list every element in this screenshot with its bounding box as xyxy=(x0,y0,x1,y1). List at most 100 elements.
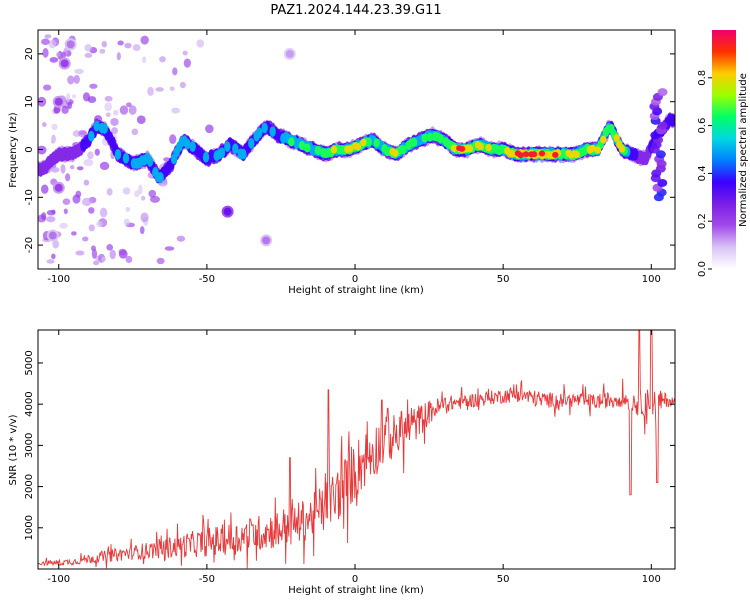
spectrogram-ridge xyxy=(224,141,231,152)
spectrogram-noise xyxy=(59,222,68,229)
spectrogram-ridge xyxy=(618,145,626,153)
spectrogram-blob xyxy=(223,207,232,216)
spectrogram-noise xyxy=(147,86,154,96)
spectrogram-noise xyxy=(159,56,166,63)
spectrogram-noise xyxy=(96,221,103,228)
spectrogram-xlabel: Height of straight line (km) xyxy=(288,285,424,296)
spectrogram-noise xyxy=(112,109,119,116)
spectrogram-noise xyxy=(171,107,181,114)
spectrogram-noise xyxy=(71,94,76,99)
spectrogram-noise xyxy=(109,249,116,260)
spectrogram-noise xyxy=(61,51,66,60)
spectrogram-blob xyxy=(48,231,57,240)
spectrogram-noise xyxy=(42,122,47,127)
spectrogram-noise xyxy=(42,47,49,58)
spectrogram-noise xyxy=(55,52,61,57)
spectrogram-ridge xyxy=(538,150,546,157)
spectrogram-noise xyxy=(106,188,113,196)
snr-xtick-label: -100 xyxy=(47,574,70,585)
spectrogram-image xyxy=(38,34,675,266)
spectrogram-noise xyxy=(118,248,127,256)
spectrogram-ridge xyxy=(314,145,322,155)
figure-title: PAZ1.2024.144.23.39.G11 xyxy=(270,3,441,18)
spectrogram-noise xyxy=(63,208,68,215)
spectrogram-noise xyxy=(72,194,81,204)
spectrogram-blob xyxy=(60,59,69,68)
spectrogram-noise xyxy=(71,231,77,236)
spectrogram-noise xyxy=(138,184,143,195)
spectrogram-noise xyxy=(131,128,139,136)
snr-ytick-label: 2000 xyxy=(24,474,35,499)
spectrogram-noise xyxy=(52,239,60,249)
spectrogram-xtick-label: -50 xyxy=(199,274,215,285)
spectrogram-ridge xyxy=(189,141,196,152)
spectrogram-ridge xyxy=(466,144,474,153)
snr-panel: -100 -50 0 50 100 1000 2000 3000 4000 5000 Height… xyxy=(8,329,676,596)
spectrogram-ridge xyxy=(240,148,247,160)
colorbar: 0.0 0.2 0.4 0.6 0.8 Normalized spectral ampl… xyxy=(697,30,749,277)
spectrogram-ridge xyxy=(410,137,418,147)
spectrogram-noise xyxy=(46,259,55,264)
spectrogram-noise xyxy=(88,207,95,214)
spectrogram-blob xyxy=(657,178,668,187)
spectrogram-ridge xyxy=(146,156,154,167)
spectrogram-ridge xyxy=(157,172,164,183)
spectrogram-noise xyxy=(50,139,55,144)
spectrogram-noise xyxy=(139,226,145,235)
spectrogram-noise xyxy=(38,145,47,155)
spectrogram-noise xyxy=(82,92,91,102)
spectrogram-ridge xyxy=(202,151,210,163)
spectrogram-ridge xyxy=(298,140,306,151)
colorbar-tick-label: 0.4 xyxy=(697,165,708,181)
spectrogram-blob xyxy=(285,49,294,58)
snr-ytick-label: 1000 xyxy=(24,515,35,540)
spectrogram-noise xyxy=(51,123,58,130)
spectrogram-ridge xyxy=(360,138,367,147)
spectrogram-ridge xyxy=(101,123,108,135)
spectrogram-ytick-label: 20 xyxy=(24,48,35,61)
colorbar-tick-label: 0.2 xyxy=(697,213,708,229)
spectrogram-noise xyxy=(76,166,84,171)
spectrogram-noise xyxy=(105,112,111,117)
spectrogram-ridge xyxy=(114,149,122,160)
spectrogram-noise xyxy=(205,124,214,134)
spectrogram-noise xyxy=(140,212,149,223)
spectrogram-blob xyxy=(262,236,271,245)
spectrogram-noise xyxy=(99,48,106,54)
spectrogram-ridge xyxy=(288,137,295,147)
snr-plot-area xyxy=(38,330,675,569)
spectrogram-ridge xyxy=(304,143,311,153)
spectrogram-ridge xyxy=(261,122,268,134)
spectrogram-noise xyxy=(169,134,177,145)
spectrogram-noise xyxy=(40,184,49,194)
spectrogram-noise xyxy=(87,151,94,160)
spectrogram-noise xyxy=(140,35,149,45)
spectrogram-noise xyxy=(62,198,71,205)
spectrogram-noise xyxy=(136,115,146,125)
spectrogram-ridge xyxy=(450,144,458,153)
spectrogram-noise xyxy=(134,190,140,198)
spectrogram-ridge xyxy=(517,152,524,159)
spectrogram-noise xyxy=(169,86,175,91)
spectrogram-noise xyxy=(125,207,130,212)
spectrogram-noise xyxy=(44,34,52,39)
spectrogram-ylabel: Frequency (Hz) xyxy=(8,112,19,188)
spectrogram-noise xyxy=(104,102,112,112)
spectrogram-blob xyxy=(657,88,668,97)
spectrogram-noise xyxy=(51,209,56,214)
snr-xtick-label: 100 xyxy=(642,574,661,585)
spectrogram-noise xyxy=(132,44,141,52)
spectrogram-noise xyxy=(49,57,59,63)
snr-xlabel: Height of straight line (km) xyxy=(288,585,424,596)
spectrogram-ridge xyxy=(477,142,484,151)
spectrogram-ridge xyxy=(522,151,530,158)
spectrogram-noise xyxy=(122,187,131,195)
colorbar-tick-label: 0.0 xyxy=(697,261,708,277)
spectrogram-ridge xyxy=(437,133,444,144)
snr-xtick-label: -50 xyxy=(199,574,215,585)
spectrogram-ridge xyxy=(346,145,354,153)
spectrogram-ridge xyxy=(632,148,639,161)
spectrogram-xtick-label: 100 xyxy=(642,274,661,285)
